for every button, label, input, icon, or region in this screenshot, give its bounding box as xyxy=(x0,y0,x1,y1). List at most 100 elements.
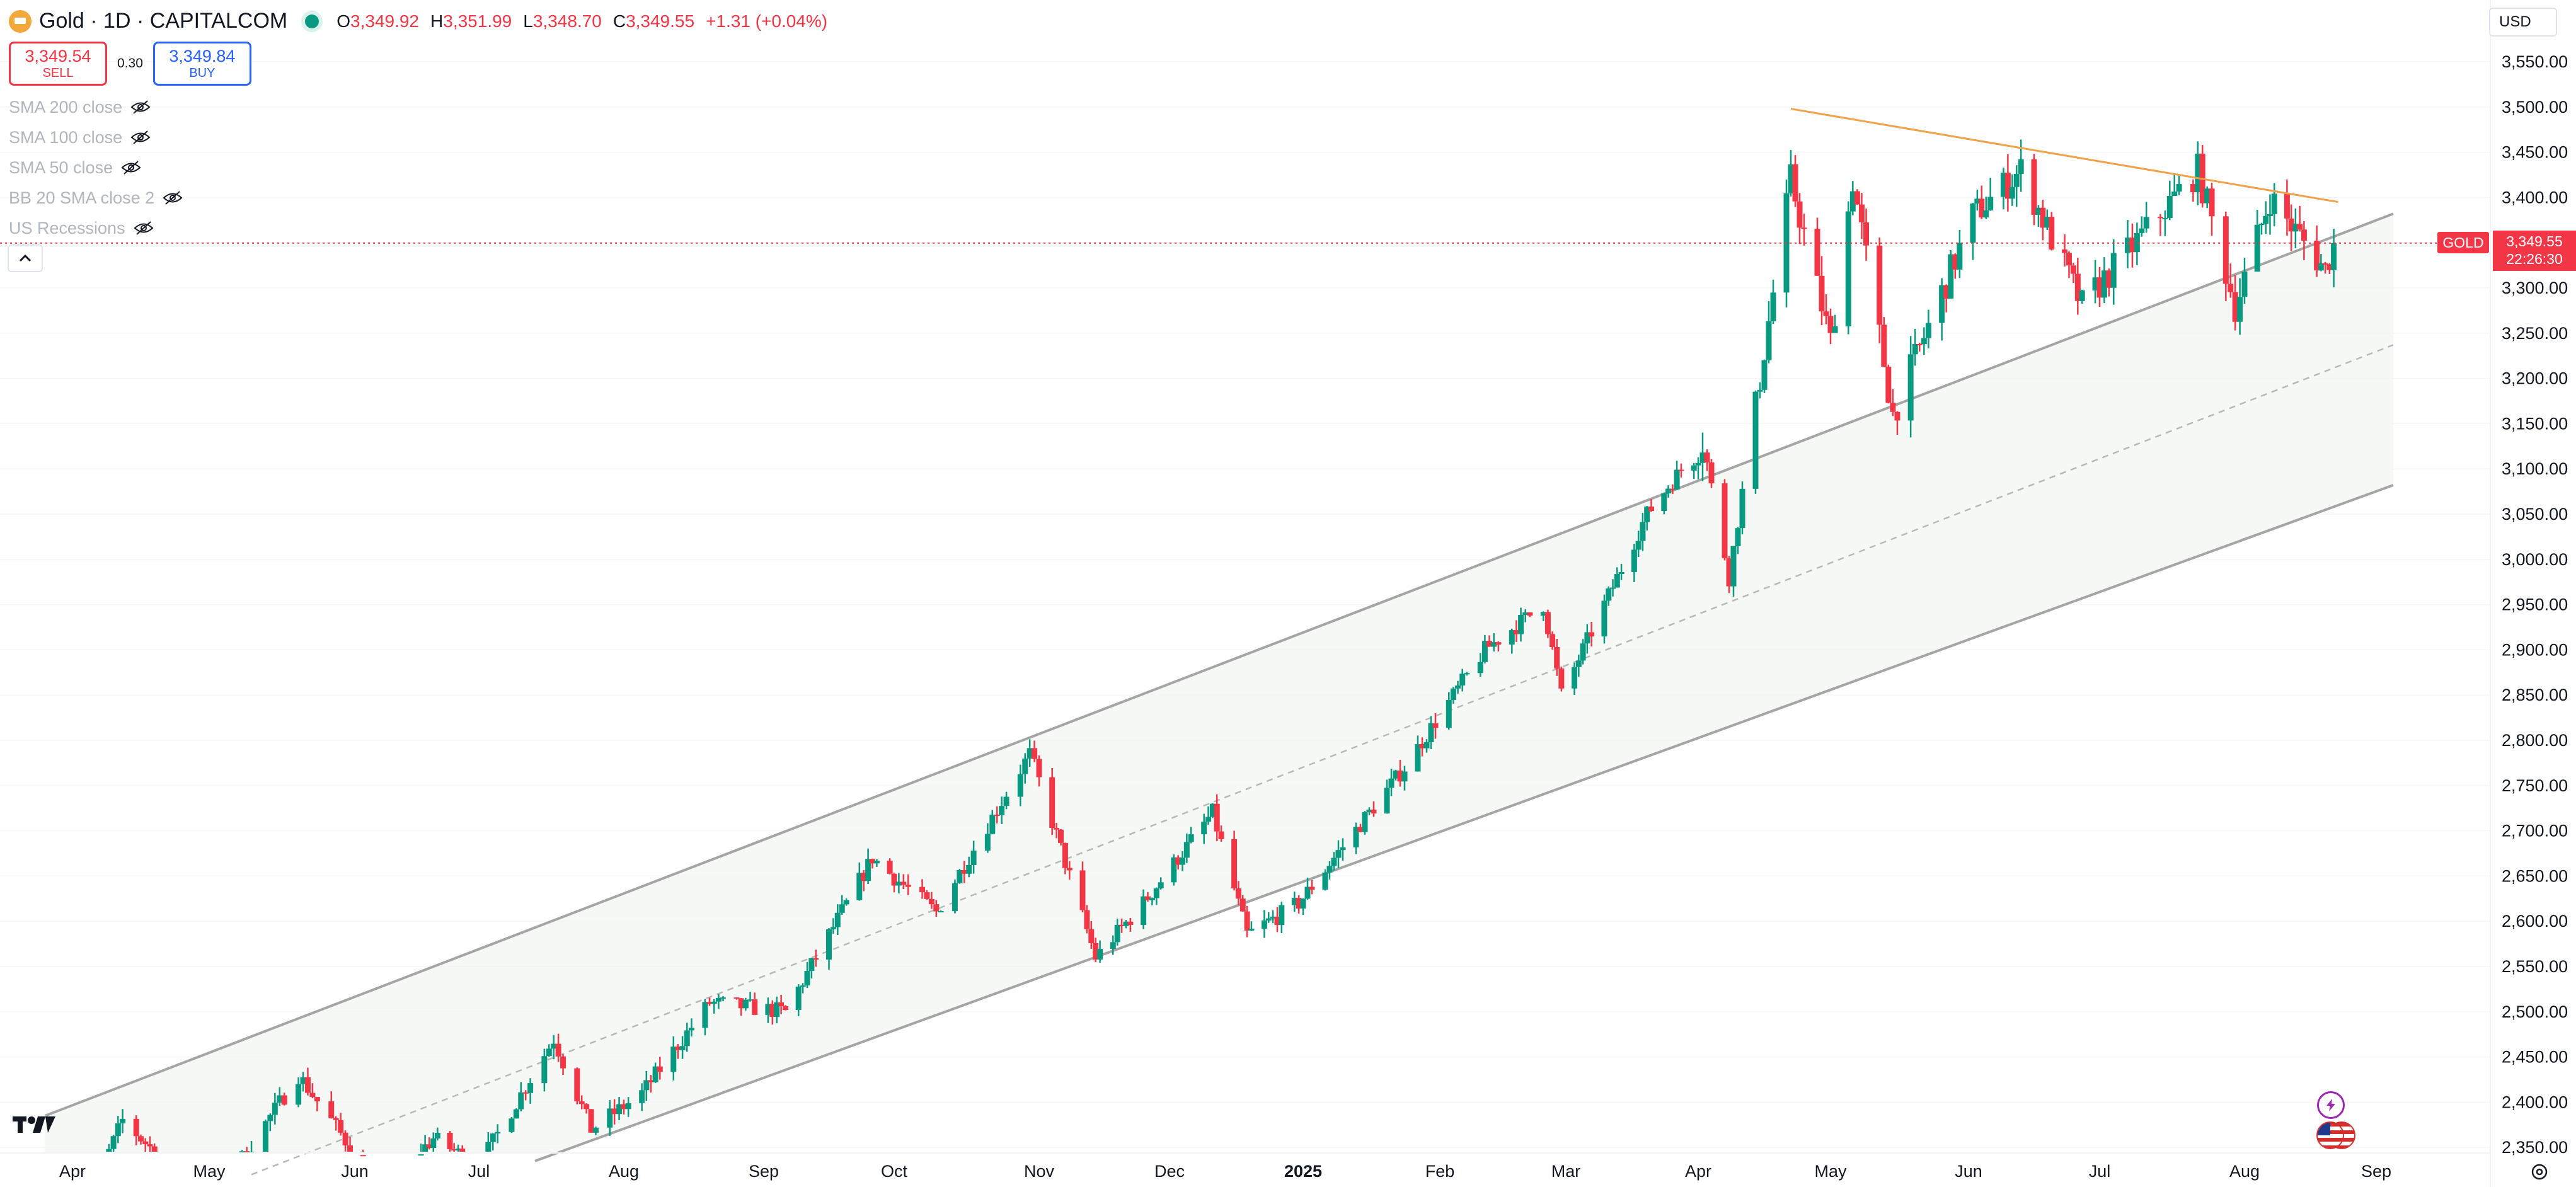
eye-hidden-icon[interactable] xyxy=(130,99,151,115)
tradingview-logo-icon[interactable] xyxy=(13,1113,55,1135)
chart-grid xyxy=(0,61,2490,1148)
price-tick-label: 2,750.00 xyxy=(2502,776,2568,795)
candle xyxy=(1819,256,1825,326)
candle xyxy=(1691,462,1697,479)
candle-body xyxy=(1231,839,1238,889)
eye-hidden-icon[interactable] xyxy=(133,220,154,236)
candle xyxy=(1513,620,1519,642)
candle xyxy=(966,856,972,878)
candle xyxy=(2166,180,2173,221)
candle-body xyxy=(1952,254,1958,270)
candle-body xyxy=(675,1047,681,1050)
time-tick-label: Jun xyxy=(1955,1162,1982,1181)
price-tick-label: 2,600.00 xyxy=(2502,912,2568,931)
candle xyxy=(895,873,902,894)
candle-body xyxy=(706,1002,713,1004)
currency-selector[interactable]: USD xyxy=(2489,8,2557,37)
candle-body xyxy=(2326,264,2333,270)
candle xyxy=(328,1091,335,1119)
candle-body xyxy=(919,886,926,893)
candle-body xyxy=(1486,641,1493,647)
candle-body xyxy=(679,1046,686,1050)
candle xyxy=(518,1082,524,1111)
candle xyxy=(933,900,940,917)
candle-body xyxy=(338,1120,344,1133)
candle-body xyxy=(1188,834,1194,842)
candle xyxy=(1979,185,1985,220)
candle xyxy=(1726,556,1732,594)
time-axis[interactable]: Apr May Jun Jul Aug Sep Oct Nov Dec 2025 Feb Mar Apr… xyxy=(59,1162,2391,1181)
lightning-icon[interactable] xyxy=(2317,1091,2345,1119)
candle xyxy=(1486,635,1493,647)
indicator-item[interactable]: SMA 200 close xyxy=(9,92,183,122)
time-tick-label: May xyxy=(193,1162,226,1181)
channel-upper-line[interactable] xyxy=(44,212,2394,1117)
candle xyxy=(2228,263,2234,298)
sell-button[interactable]: 3,349.54 SELL xyxy=(9,42,107,86)
collapse-legend-button[interactable] xyxy=(8,244,43,272)
candle-body xyxy=(720,997,727,999)
candle-body xyxy=(2044,217,2050,228)
candle xyxy=(1610,579,1616,597)
settings-gear-icon[interactable] xyxy=(2531,1164,2548,1180)
candle xyxy=(826,928,832,970)
candle xyxy=(783,1005,788,1011)
candle xyxy=(1464,672,1470,676)
candle xyxy=(1518,607,1524,642)
candle xyxy=(430,1132,437,1152)
candle xyxy=(495,1124,501,1144)
candle-body xyxy=(513,1109,519,1119)
candle xyxy=(527,1078,534,1104)
eye-hidden-icon[interactable] xyxy=(120,159,142,176)
candle-body xyxy=(1322,872,1328,890)
candle xyxy=(1032,740,1038,762)
candle-body xyxy=(905,885,911,887)
indicator-item[interactable]: US Recessions xyxy=(9,213,183,243)
candle xyxy=(1558,666,1565,692)
market-open-dot-icon[interactable] xyxy=(305,14,319,28)
candle-body xyxy=(1049,777,1055,828)
candle xyxy=(1066,861,1072,880)
candle xyxy=(578,1095,585,1110)
candle-body xyxy=(1239,898,1246,912)
candle-body xyxy=(430,1138,437,1149)
price-tick-label: 3,550.00 xyxy=(2502,52,2568,71)
candle xyxy=(1274,907,1280,932)
price-tick-label: 2,550.00 xyxy=(2502,957,2568,976)
channel-lower-line[interactable] xyxy=(534,484,2394,1162)
buy-button[interactable]: 3,349.84 BUY xyxy=(152,42,251,86)
candle-body xyxy=(2134,232,2140,253)
candle-body xyxy=(1114,924,1120,943)
channel-middle-line[interactable] xyxy=(251,344,2394,1176)
candle-body xyxy=(1036,759,1042,777)
candle-body xyxy=(643,1080,650,1091)
candle-body xyxy=(747,999,754,1001)
candle xyxy=(1183,833,1190,863)
eye-hidden-icon[interactable] xyxy=(162,190,183,206)
candle-body xyxy=(546,1048,552,1057)
eye-hidden-icon[interactable] xyxy=(130,129,151,146)
candle xyxy=(1239,895,1246,912)
indicator-item[interactable]: SMA 50 close xyxy=(9,152,183,183)
candle-body xyxy=(578,1101,585,1104)
candle-body xyxy=(1739,488,1745,529)
candle xyxy=(1214,794,1220,842)
candle xyxy=(1371,801,1377,817)
candle-body xyxy=(147,1144,153,1147)
candle-body xyxy=(584,1104,590,1110)
candle-body xyxy=(1058,829,1064,843)
us-flag-icon[interactable] xyxy=(2316,1121,2344,1149)
candle xyxy=(1158,877,1164,890)
gold-symbol-icon xyxy=(9,9,32,33)
candle xyxy=(1708,459,1715,488)
candle-body xyxy=(1890,403,1896,412)
symbol-title[interactable]: Gold · 1D · CAPITALCOM xyxy=(39,9,288,33)
indicator-item[interactable]: SMA 100 close xyxy=(9,122,183,152)
trendline-resistance[interactable] xyxy=(1790,108,2338,204)
candle xyxy=(296,1077,302,1108)
price-axis[interactable]: 2,350.00 2,400.00 2,450.00 2,500.00 2,550.00… xyxy=(2502,52,2568,1157)
indicator-item[interactable]: BB 20 SMA close 2 xyxy=(9,183,183,213)
candle-body xyxy=(2237,297,2243,322)
candle xyxy=(1397,760,1403,787)
